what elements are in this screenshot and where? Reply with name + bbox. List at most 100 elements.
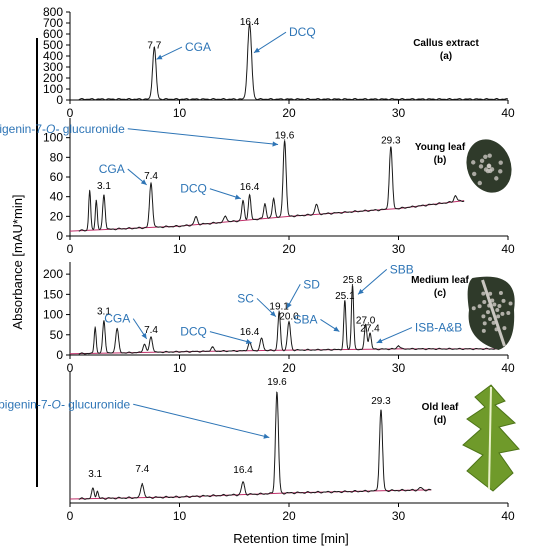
callout-arrow-line (358, 269, 387, 294)
y-tick-label: 20 (50, 209, 64, 223)
leaf-mottle-spot (487, 304, 491, 308)
panel-title: Young leaf (415, 142, 466, 153)
x-tick-label: 0 (67, 106, 74, 120)
callout-arrow-line (128, 129, 278, 145)
peak-point (116, 328, 117, 329)
peak-label: 16.4 (233, 465, 253, 476)
peak-label: 3.1 (88, 469, 102, 480)
peak-point (380, 410, 381, 411)
leaf-mottle-spot (496, 314, 500, 318)
peak-point (455, 195, 456, 196)
leaf-mottle-spot (486, 310, 490, 314)
y-tick-label: 800 (43, 5, 63, 19)
x-tick-label: 20 (282, 106, 296, 120)
leaf-mottle-spot (492, 321, 496, 325)
x-tick-label: 0 (67, 242, 74, 256)
panel-a: 01020304001002003004005006007008007.716.… (43, 5, 515, 120)
peak-point (273, 197, 274, 198)
compound-callout-label: SD (303, 277, 320, 291)
leaf-mottle-spot (471, 160, 475, 164)
compound-callout-label: Apigenin-7-O- glucuronide (0, 122, 125, 136)
peak-point (103, 195, 104, 196)
x-tick-label: 40 (501, 509, 515, 523)
callout-arrowhead (235, 195, 241, 200)
compound-callout-label: ISB-A&B (415, 321, 462, 335)
leaf-mottle-spot (499, 291, 503, 295)
leaf-mottle-spot (509, 301, 513, 305)
y-tick-label: 200 (43, 267, 63, 281)
leaf-photo-young (459, 133, 519, 199)
x-tick-label: 10 (173, 509, 187, 523)
x-tick-label: 20 (282, 509, 296, 523)
compound-callout-label: DCQ (180, 325, 207, 339)
peak-point (144, 344, 145, 345)
x-tick-label: 20 (282, 361, 296, 375)
x-tick-label: 30 (392, 361, 406, 375)
peak-point (212, 347, 213, 348)
peak-label: 16.4 (240, 17, 260, 28)
x-tick-label: 40 (501, 106, 515, 120)
compound-callout-label: CGA (104, 312, 130, 326)
y-tick-label: 0 (56, 229, 63, 243)
panel-letter: (d) (434, 415, 447, 426)
y-tick-label: 40 (50, 190, 64, 204)
peak-point (97, 491, 98, 492)
leaf-mottle-spot (482, 329, 486, 333)
y-axis-label: Absorbance [mAU*min] (10, 194, 25, 329)
callout-arrow-line (133, 404, 269, 437)
panel-d: 0102030403.17.416.419.629.3Apigenin-7-O-… (0, 372, 519, 523)
leaf-mottle-spot (490, 299, 494, 303)
compound-callout-label: SBA (293, 312, 317, 326)
peak-point (142, 483, 143, 484)
y-tick-label: 50 (50, 328, 64, 342)
leaf-mottle-spot (497, 304, 501, 308)
peak-point (95, 326, 96, 327)
peak-point (249, 195, 250, 196)
compound-callout-label: SC (237, 291, 254, 305)
panel-letter: (a) (440, 51, 452, 62)
y-tick-label: 0 (56, 348, 63, 362)
peak-point (261, 338, 262, 339)
callout-arrowhead (254, 48, 260, 53)
peak-point (195, 216, 196, 217)
panels: 01020304001002003004005006007008007.716.… (0, 5, 519, 523)
peak-label: 19.6 (275, 131, 295, 142)
panel-c: 0102030400501001502003.17.416.419.120.02… (43, 262, 515, 375)
callout-arrowhead (263, 434, 269, 439)
peak-point (150, 336, 151, 337)
peak-label: 25.1 (335, 291, 355, 302)
peak-point (420, 487, 421, 488)
peak-point (225, 216, 226, 217)
panel-letter: (c) (434, 288, 446, 299)
leaf-mottle-spot (492, 302, 496, 306)
x-tick-label: 10 (173, 242, 187, 256)
leaf-mottle-spot (506, 311, 510, 315)
leaf-photo-medium (468, 277, 515, 350)
x-tick-label: 30 (392, 106, 406, 120)
leaf-mottle-spot (482, 300, 486, 304)
leaf-mottle-spot (495, 327, 499, 331)
peak-point (150, 183, 151, 184)
leaf-mottle-spot (472, 306, 476, 310)
x-axis-label: Retention time [min] (233, 531, 349, 546)
peak-point (242, 481, 243, 482)
leaf-mottle-spot (499, 160, 503, 164)
leaf-mottle-spot (487, 153, 491, 157)
compound-callout-label: DCQ (180, 182, 207, 196)
compound-callout-label: DCQ (289, 25, 316, 39)
peak-label: 29.3 (371, 396, 391, 407)
peak-point (96, 200, 97, 201)
peak-point (89, 190, 90, 191)
leaf-mottle-spot (500, 312, 504, 316)
leaf-mottle-spot (472, 172, 476, 176)
peak-point (264, 203, 265, 204)
leaf-mottle-spot (494, 176, 498, 180)
leaf-mottle-spot (490, 167, 494, 171)
peak-label: 16.4 (240, 182, 260, 193)
leaf-mottle-spot (502, 326, 506, 330)
x-tick-label: 30 (392, 242, 406, 256)
y-tick-label: 150 (43, 287, 63, 301)
peak-point (398, 345, 399, 346)
x-tick-label: 20 (282, 242, 296, 256)
